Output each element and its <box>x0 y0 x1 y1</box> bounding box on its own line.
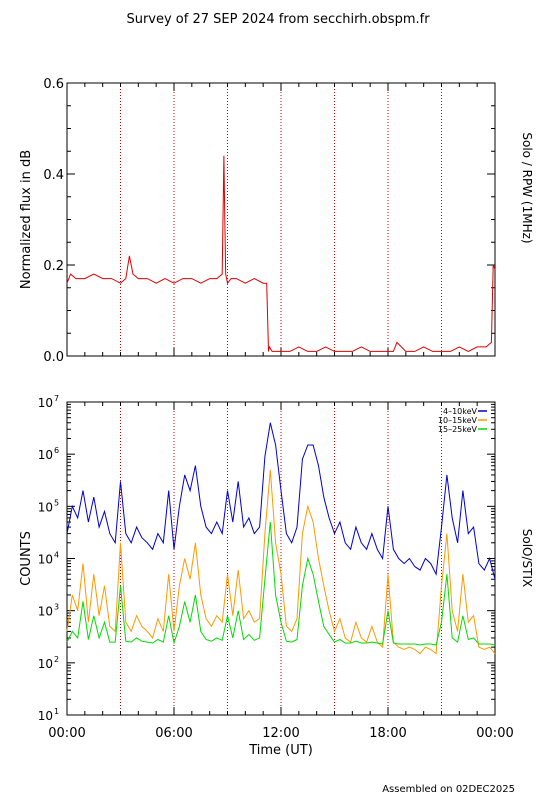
plot-frame <box>66 82 496 357</box>
legend-label: 15–25keV <box>438 425 478 434</box>
figure-title: Survey of 27 SEP 2024 from secchirh.obsp… <box>126 12 430 27</box>
series-line-1525keV <box>66 521 496 646</box>
footer-assembled: Assembled on 02DEC2025 <box>382 784 515 795</box>
y-tick-label-exponent: 2 <box>54 655 59 664</box>
series-line <box>66 155 496 352</box>
y-tick-label: 0.4 <box>43 168 64 183</box>
y-tick-label: 10 <box>38 553 53 567</box>
y-tick-label: 10 <box>38 657 53 671</box>
series-line-410keV <box>66 422 496 580</box>
x-tick-label: 18:00 <box>369 726 406 741</box>
y-tick-label: 0.0 <box>43 350 64 365</box>
x-axis-label: Time (UT) <box>248 743 313 758</box>
y-tick-label: 0.6 <box>43 77 64 92</box>
legend-label: 10–15keV <box>438 416 478 425</box>
legend-label: 4–10keV <box>443 407 478 416</box>
x-tick-label: 00:00 <box>48 726 85 741</box>
x-tick-label: 12:00 <box>262 726 299 741</box>
y-axis-label: Normalized flux in dB <box>19 150 34 289</box>
instrument-label: SolO/STIX <box>520 529 534 588</box>
y-tick-label-exponent: 3 <box>54 603 59 612</box>
x-tick-label: 00:00 <box>476 726 513 741</box>
y-tick-label-exponent: 4 <box>54 551 59 560</box>
y-tick-label: 10 <box>38 448 53 462</box>
y-axis-label: COUNTS <box>19 531 34 586</box>
y-tick-label-exponent: 5 <box>54 498 59 507</box>
rpw-panel: 0.0 0.2 0.4 0.6 Normalized flux in dB Solo / … <box>19 77 534 365</box>
series-line-1015keV <box>66 469 496 655</box>
y-tick-label-exponent: 1 <box>54 707 59 716</box>
y-tick-label: 10 <box>38 709 53 723</box>
y-tick-label: 10 <box>38 396 53 410</box>
x-tick-label: 06:00 <box>155 726 192 741</box>
y-tick-label-exponent: 7 <box>54 394 59 403</box>
y-tick-label: 10 <box>38 500 53 514</box>
y-tick-label: 10 <box>38 605 53 619</box>
y-tick-label-exponent: 6 <box>54 446 59 455</box>
y-tick-label: 0.2 <box>43 259 64 274</box>
instrument-label: Solo / RPW (1MHz) <box>520 132 534 243</box>
